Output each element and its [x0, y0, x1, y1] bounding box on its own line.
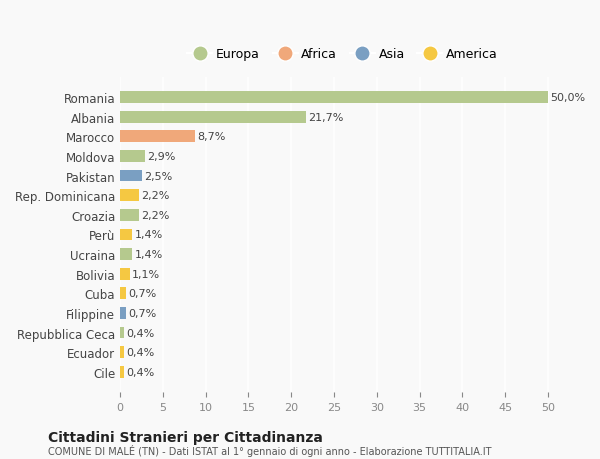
Text: 2,9%: 2,9% [148, 151, 176, 162]
Text: Cittadini Stranieri per Cittadinanza: Cittadini Stranieri per Cittadinanza [48, 430, 323, 444]
Text: 50,0%: 50,0% [551, 93, 586, 103]
Legend: Europa, Africa, Asia, America: Europa, Africa, Asia, America [182, 43, 503, 66]
Text: 0,4%: 0,4% [126, 367, 154, 377]
Bar [120, 112, 306, 123]
Bar [120, 347, 124, 358]
Bar [120, 131, 194, 143]
Text: 1,4%: 1,4% [134, 230, 163, 240]
Bar [120, 190, 139, 202]
Text: COMUNE DI MALÉ (TN) - Dati ISTAT al 1° gennaio di ogni anno - Elaborazione TUTTI: COMUNE DI MALÉ (TN) - Dati ISTAT al 1° g… [48, 444, 491, 456]
Text: 21,7%: 21,7% [308, 112, 344, 123]
Bar [120, 268, 130, 280]
Bar [120, 249, 132, 260]
Bar [120, 170, 142, 182]
Bar [120, 366, 124, 378]
Text: 0,4%: 0,4% [126, 347, 154, 358]
Text: 8,7%: 8,7% [197, 132, 226, 142]
Bar [120, 288, 126, 300]
Text: 2,2%: 2,2% [142, 191, 170, 201]
Text: 1,1%: 1,1% [132, 269, 160, 279]
Text: 0,4%: 0,4% [126, 328, 154, 338]
Bar [120, 151, 145, 162]
Text: 2,5%: 2,5% [144, 171, 172, 181]
Text: 1,4%: 1,4% [134, 250, 163, 259]
Text: 0,7%: 0,7% [128, 289, 157, 299]
Bar [120, 229, 132, 241]
Bar [120, 209, 139, 221]
Bar [120, 308, 126, 319]
Bar [120, 327, 124, 339]
Text: 0,7%: 0,7% [128, 308, 157, 318]
Text: 2,2%: 2,2% [142, 210, 170, 220]
Bar [120, 92, 548, 104]
